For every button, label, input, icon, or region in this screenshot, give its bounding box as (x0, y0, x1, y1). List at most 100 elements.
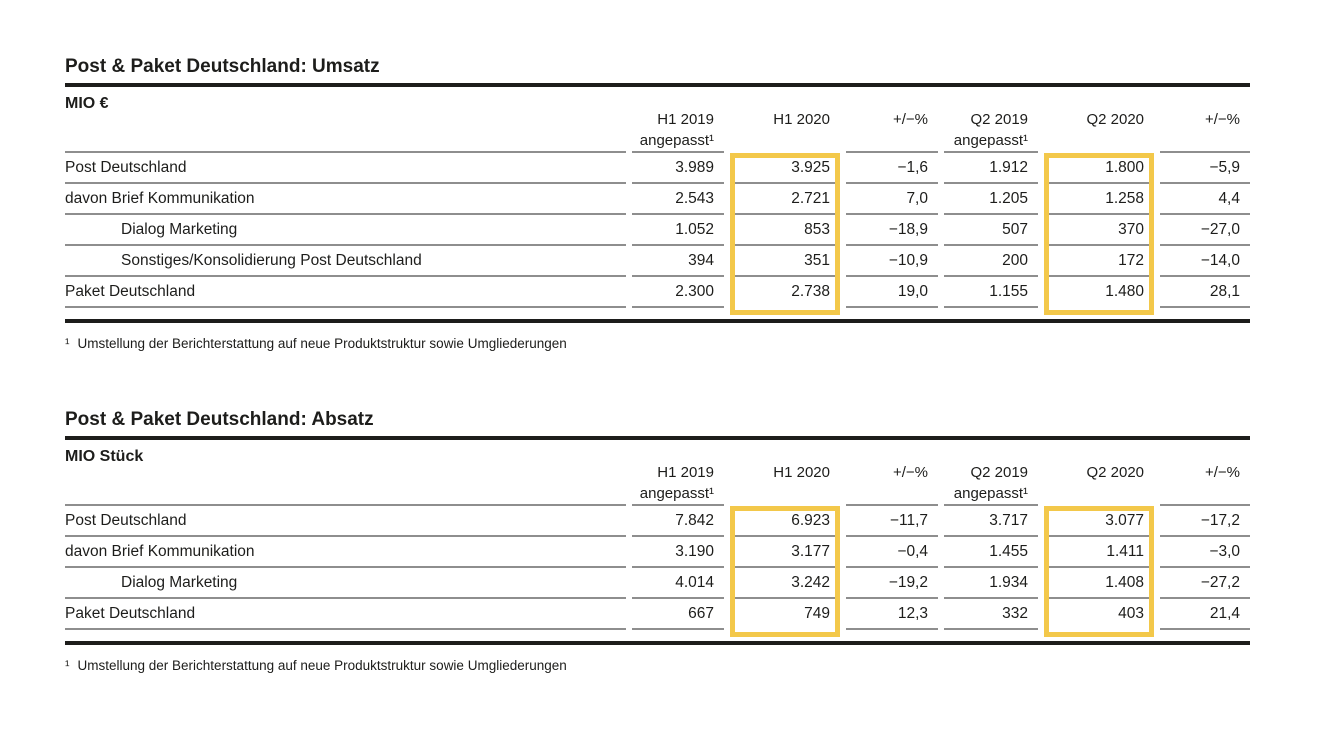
table-row: Paket Deutschland 2.300 2.738 19,0 1.155… (65, 277, 1250, 308)
col-header-line2 (846, 130, 938, 151)
value-change-q2: 28,1 (1160, 277, 1250, 308)
value-q2-2020: 1.480 (1105, 283, 1144, 300)
col-header-q2-2019: Q2 2019 angepasst¹ (944, 87, 1038, 153)
value-h1-2019: 3.190 (632, 537, 724, 568)
section-absatz: Post & Paket Deutschland: Absatz MIO Stü… (65, 408, 1250, 674)
section-umsatz: Post & Paket Deutschland: Umsatz MIO € H… (65, 55, 1250, 352)
footnote: ¹ Umstellung der Berichterstattung auf ne… (65, 335, 1250, 352)
row-label: Dialog Marketing (65, 215, 626, 246)
col-header-h1-2019: H1 2019 angepasst¹ (632, 87, 724, 153)
value-change-h1: 19,0 (846, 277, 938, 308)
row-label: Dialog Marketing (65, 568, 626, 599)
col-header-line2 (846, 483, 938, 504)
value-h1-2020: 3.242 (730, 568, 840, 599)
table-header-row: MIO Stück H1 2019 angepasst¹ H1 2020 +/−… (65, 440, 1250, 506)
title-rule (65, 83, 1250, 87)
value-change-h1: −18,9 (846, 215, 938, 246)
row-label: davon Brief Kommunikation (65, 184, 626, 215)
value-change-h1: 12,3 (846, 599, 938, 630)
value-q2-2019: 200 (944, 246, 1038, 277)
value-change-q2: −17,2 (1160, 506, 1250, 537)
col-header-line1: H1 2020 (773, 464, 830, 481)
value-h1-2019: 667 (632, 599, 724, 630)
footnote-marker: ¹ (65, 658, 70, 673)
value-h1-2019: 4.014 (632, 568, 724, 599)
col-header-line2: angepasst¹ (953, 485, 1028, 502)
value-h1-2020: 3.177 (730, 537, 840, 568)
value-q2-2019: 3.717 (944, 506, 1038, 537)
col-header-line1: +/−% (1204, 464, 1240, 481)
value-change-q2: −27,2 (1160, 568, 1250, 599)
table-body: Post Deutschland 7.842 6.923 −11,7 3.717… (65, 506, 1250, 637)
value-q2-2020: 1.800 (1044, 153, 1154, 184)
value-q2-2020: 3.077 (1044, 506, 1154, 537)
col-header-line2 (1160, 483, 1250, 504)
row-label: Sonstiges/Konsolidierung Post Deutschlan… (65, 246, 626, 277)
row-label: Post Deutschland (65, 153, 626, 184)
footnote: ¹ Umstellung der Berichterstattung auf ne… (65, 657, 1250, 674)
value-h1-2020: 853 (730, 215, 840, 246)
col-header-change-h1: +/−% (846, 440, 938, 506)
col-header-line2: angepasst¹ (639, 485, 714, 502)
unit-label: MIO € (65, 87, 626, 153)
value-change-h1: −1,6 (846, 153, 938, 184)
value-h1-2020: 2.721 (730, 184, 840, 215)
value-h1-2020: 3.925 (730, 153, 840, 184)
value-change-q2: 4,4 (1160, 184, 1250, 215)
table-row: Sonstiges/Konsolidierung Post Deutschlan… (65, 246, 1250, 277)
value-h1-2020: 351 (730, 246, 840, 277)
footnote-text: Umstellung der Berichterstattung auf neu… (77, 336, 567, 351)
value-q2-2019: 1.912 (944, 153, 1038, 184)
value-q2-2019: 332 (944, 599, 1038, 630)
row-label: Paket Deutschland (65, 277, 626, 308)
col-header-h1-2019: H1 2019 angepasst¹ (632, 440, 724, 506)
footnote-marker: ¹ (65, 336, 70, 351)
value-q2-2020: 370 (1044, 215, 1154, 246)
value-q2-2020: 403 (1118, 605, 1144, 622)
row-label: Post Deutschland (65, 506, 626, 537)
footnote-text: Umstellung der Berichterstattung auf neu… (77, 658, 567, 673)
value-q2-2019: 507 (944, 215, 1038, 246)
table-row: Dialog Marketing 1.052 853 −18,9 507 370… (65, 215, 1250, 246)
col-header-change-q2: +/−% (1160, 87, 1250, 153)
table-row: Dialog Marketing 4.014 3.242 −19,2 1.934… (65, 568, 1250, 599)
value-h1-2020: 2.738 (791, 283, 830, 300)
col-header-h1-2020: H1 2020 (730, 87, 840, 153)
row-label: Paket Deutschland (65, 599, 626, 630)
col-header-line1: +/−% (892, 464, 928, 481)
col-header-line1: +/−% (1204, 111, 1240, 128)
col-header-line1: H1 2019 (657, 111, 714, 128)
table-header-row: MIO € H1 2019 angepasst¹ H1 2020 +/−% Q2… (65, 87, 1250, 153)
value-change-q2: 21,4 (1160, 599, 1250, 630)
col-header-line2 (730, 130, 840, 151)
value-h1-2019: 2.300 (632, 277, 724, 308)
value-change-h1: −0,4 (846, 537, 938, 568)
value-q2-2020: 1.408 (1044, 568, 1154, 599)
row-label: davon Brief Kommunikation (65, 537, 626, 568)
value-change-q2: −14,0 (1160, 246, 1250, 277)
col-header-line2: angepasst¹ (953, 132, 1028, 149)
value-change-q2: −27,0 (1160, 215, 1250, 246)
table-row: davon Brief Kommunikation 2.543 2.721 7,… (65, 184, 1250, 215)
col-header-q2-2020: Q2 2020 (1044, 440, 1154, 506)
value-q2-2019: 1.205 (944, 184, 1038, 215)
value-q2-2019: 1.455 (944, 537, 1038, 568)
col-header-h1-2020: H1 2020 (730, 440, 840, 506)
value-change-h1: −19,2 (846, 568, 938, 599)
col-header-q2-2020: Q2 2020 (1044, 87, 1154, 153)
value-h1-2019: 2.543 (632, 184, 724, 215)
col-header-change-q2: +/−% (1160, 440, 1250, 506)
table-row: Post Deutschland 3.989 3.925 −1,6 1.912 … (65, 153, 1250, 184)
value-h1-2019: 1.052 (632, 215, 724, 246)
col-header-line2 (1160, 130, 1250, 151)
value-h1-2020: 749 (804, 605, 830, 622)
value-h1-2019: 7.842 (632, 506, 724, 537)
table-bottom-rule (65, 641, 1250, 645)
col-header-line1: H1 2019 (657, 464, 714, 481)
unit-label: MIO Stück (65, 440, 626, 506)
value-change-h1: −10,9 (846, 246, 938, 277)
table-bottom-rule (65, 319, 1250, 323)
value-change-q2: −3,0 (1160, 537, 1250, 568)
value-h1-2019: 3.989 (632, 153, 724, 184)
